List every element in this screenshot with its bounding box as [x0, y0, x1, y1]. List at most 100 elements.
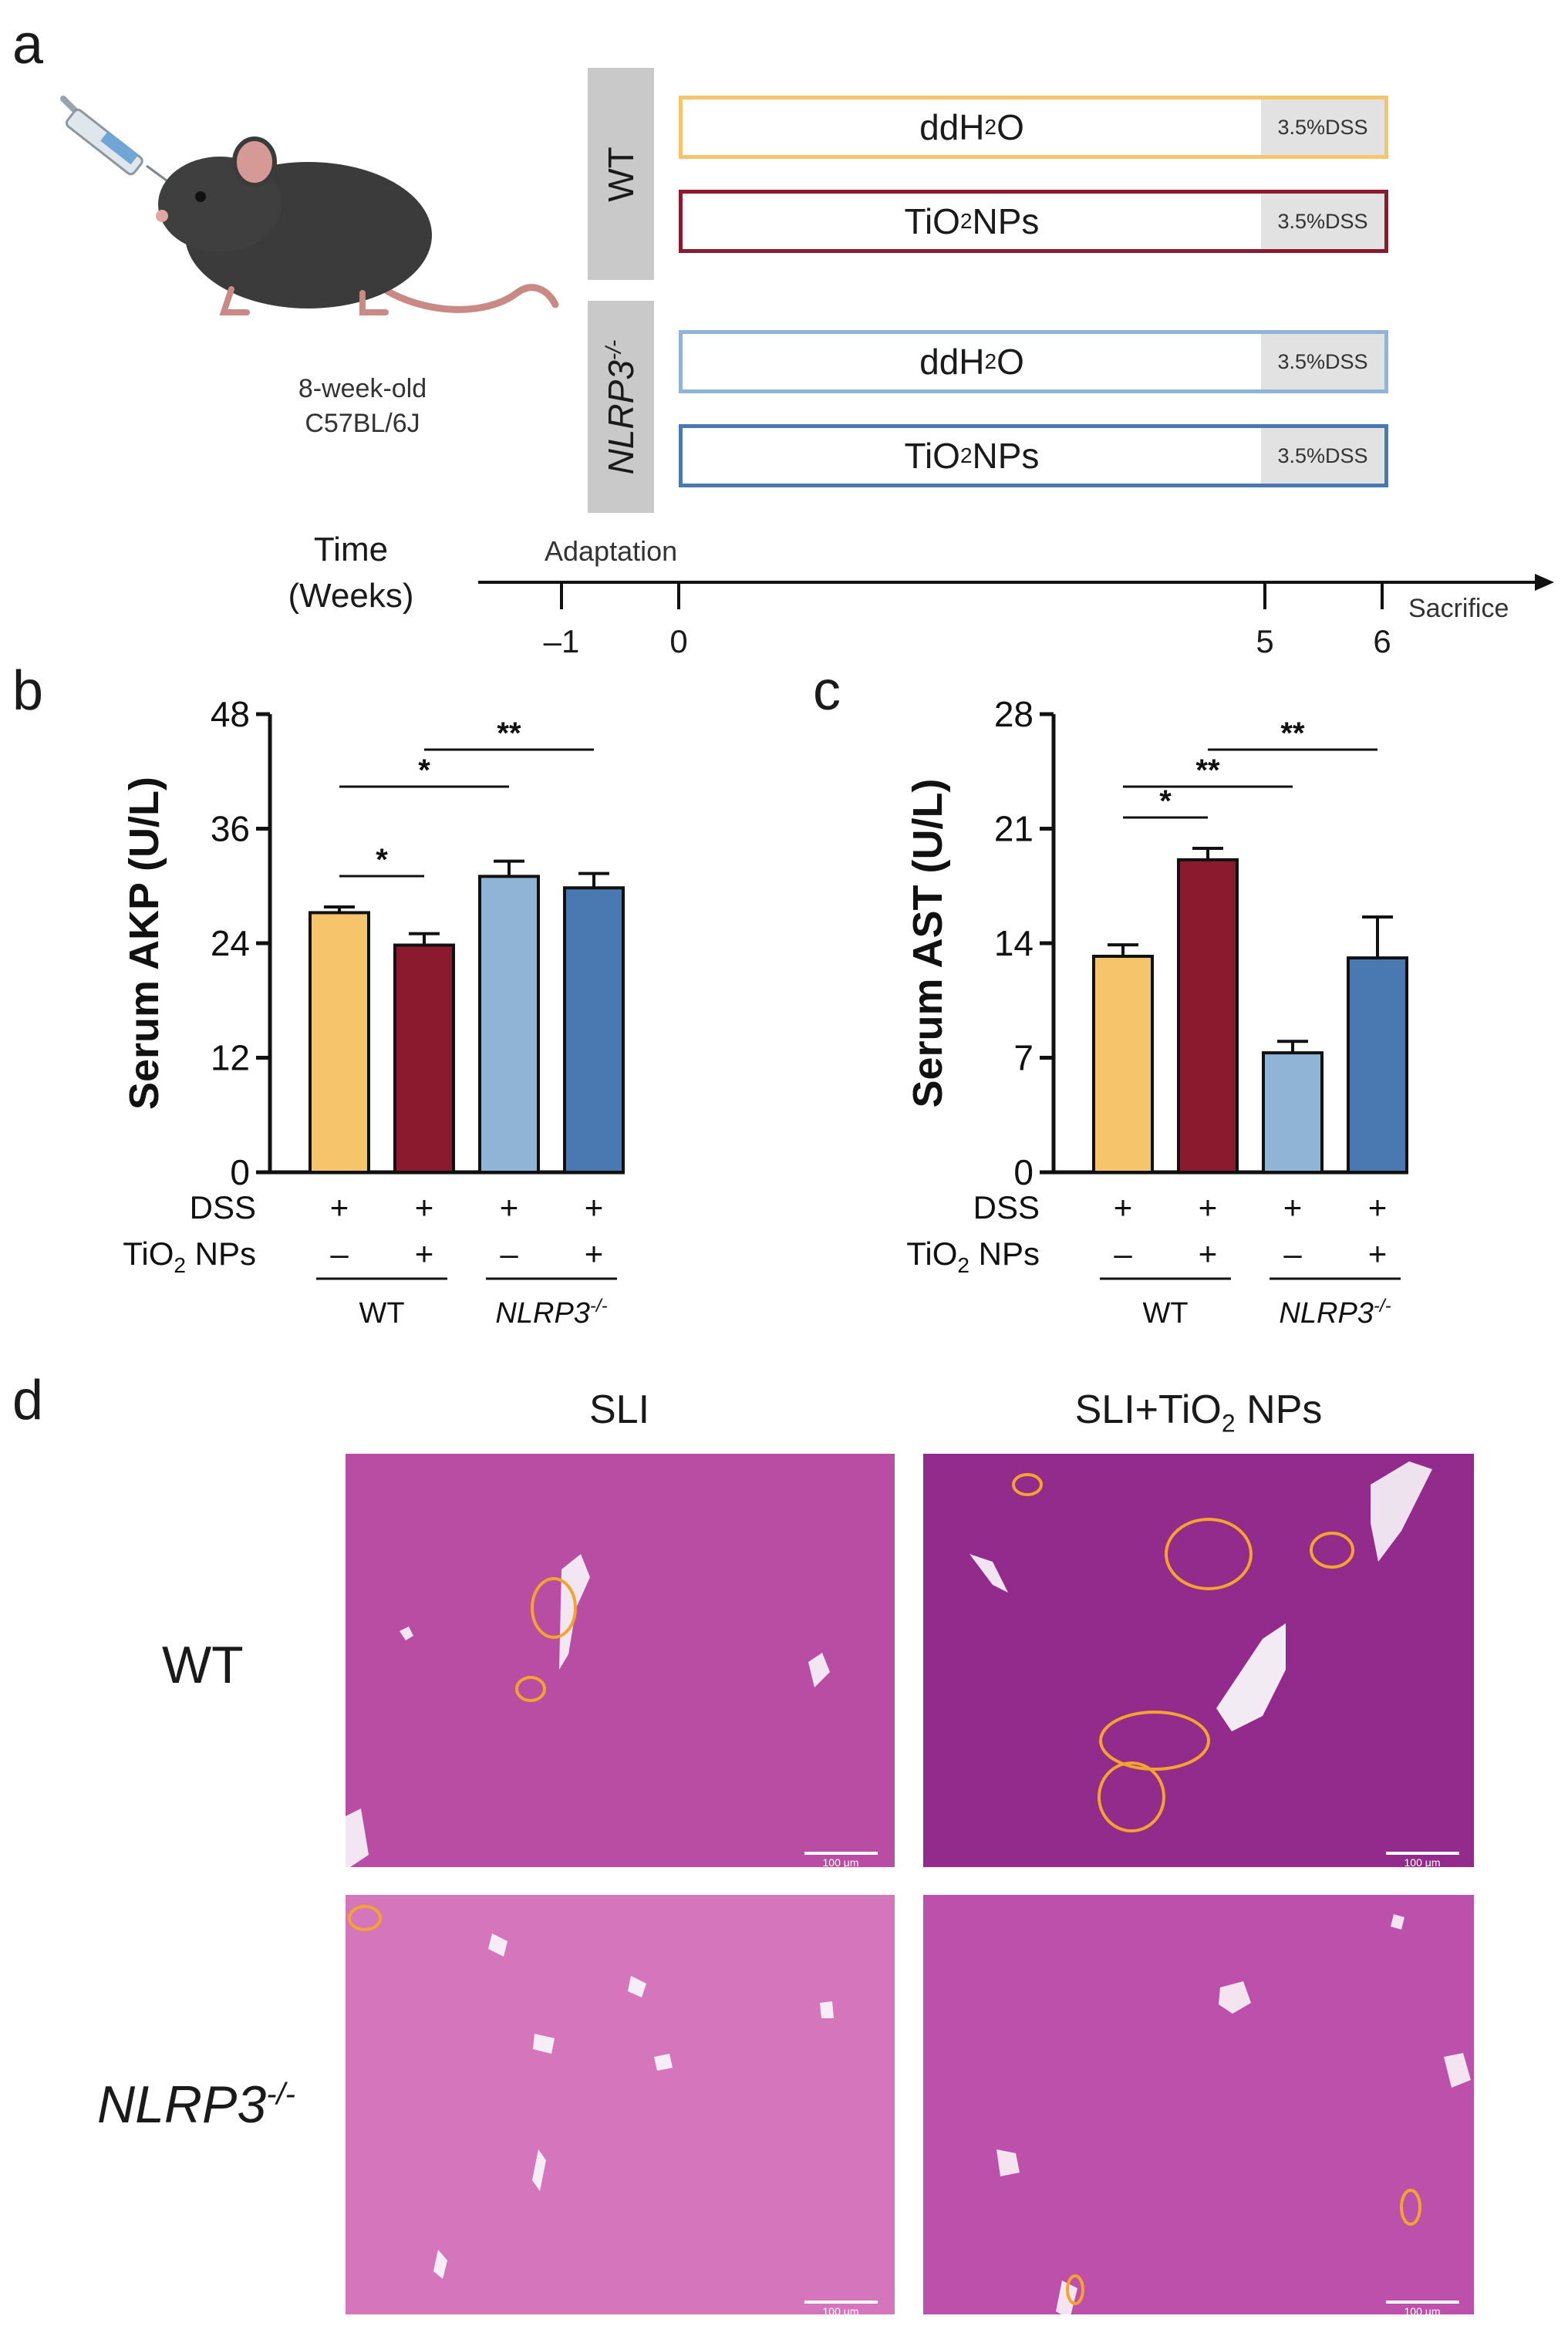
histology-image-nlrp3-sli-tio2: 100 μm: [921, 1893, 1476, 2317]
timeline-tick-label: –1: [543, 623, 580, 659]
significance-label: **: [1280, 716, 1305, 750]
tio2-sign: –: [330, 1235, 349, 1272]
y-tick-label: 7: [1013, 1038, 1034, 1078]
bar: [478, 875, 540, 1174]
timeline-adaptation: Adaptation: [545, 535, 678, 567]
group-label-nlrp3: NLRP3-/-: [1279, 1296, 1391, 1330]
scale-label: 100 μm: [1404, 2305, 1441, 2317]
histology-image-nlrp3-sli: 100 μm: [343, 1893, 897, 2317]
dss-segment: 3.5%DSS: [1261, 99, 1384, 155]
vessel-lumen: [433, 2250, 447, 2279]
dss-sign: +: [585, 1189, 604, 1225]
y-tick-label: 21: [994, 809, 1034, 849]
group-tab-nlrp3-label: NLRP3-/-: [601, 339, 641, 474]
protocol-bar-ko-ddh2o: ddH 2 O 3.5%DSS: [679, 330, 1388, 393]
timeline-tick-label: 0: [669, 623, 688, 659]
mouse-caption-strain: C57BL/6J: [305, 409, 420, 438]
y-axis-label: Serum AST (U/L): [905, 778, 951, 1107]
inflammation-circle: [515, 1676, 546, 1702]
inflammation-circle: [1165, 1518, 1253, 1590]
group-tab-wt: WT: [588, 68, 654, 280]
timeline-tick-label: 6: [1373, 623, 1391, 659]
panel-letter-c: c: [813, 660, 841, 722]
significance-label: *: [376, 843, 388, 877]
histology-col-sli-tio2: SLI+TiO2 NPs: [1074, 1387, 1323, 1438]
timeline-arrowhead: [1535, 574, 1554, 591]
inflammation-circle: [348, 1905, 382, 1931]
bar: [309, 911, 370, 1174]
histology-row-wt: WT: [162, 1636, 244, 1694]
y-tick-label: 28: [994, 694, 1034, 734]
mouse-syringe-illustration: [60, 96, 559, 315]
dss-sign: +: [1114, 1189, 1133, 1225]
y-tick-label: 36: [211, 809, 250, 849]
y-tick-label: 24: [211, 923, 250, 963]
vessel-lumen: [1391, 1914, 1404, 1930]
syringe-icon: [60, 96, 182, 193]
row-label-dss: DSS: [973, 1189, 1040, 1225]
inflammation-circle: [1066, 2274, 1084, 2305]
significance-label: **: [497, 716, 521, 750]
protocol-bar-wt-tio2: TiO 2 NPs 3.5%DSS: [679, 190, 1388, 253]
vessel-lumen: [996, 2149, 1020, 2176]
dss-sign: +: [330, 1189, 349, 1225]
timeline-label-weeks: (Weeks): [288, 577, 414, 615]
histology-image-wt-sli: 100 μm: [343, 1451, 897, 1869]
row-label-tio2: TiO2 NPs: [123, 1235, 256, 1277]
tio2-sign: +: [415, 1235, 434, 1272]
timeline-tick-label: 5: [1256, 623, 1274, 659]
timeline-sacrifice: Sacrifice: [1408, 594, 1509, 623]
tio2-sign: –: [500, 1235, 518, 1272]
vessel-lumen: [346, 1809, 369, 1867]
inflammation-circle: [531, 1577, 577, 1639]
y-tick-label: 12: [211, 1038, 250, 1078]
row-label-dss: DSS: [190, 1189, 256, 1225]
vessel-lumen: [628, 1976, 646, 1997]
inflammation-circle: [1099, 1711, 1210, 1771]
vessel-lumen: [820, 2001, 834, 2018]
group-label-wt: WT: [1142, 1297, 1188, 1330]
group-tab-wt-label: WT: [601, 146, 641, 202]
tio2-sign: –: [1114, 1235, 1132, 1272]
vessel-lumen: [969, 1554, 1008, 1593]
vessel-lumen: [654, 2054, 673, 2071]
tio2-sign: –: [1283, 1235, 1302, 1272]
vessel-lumen: [400, 1627, 413, 1640]
tio2-sign: +: [1368, 1235, 1388, 1272]
scale-label: 100 μm: [823, 1856, 859, 1869]
group-tab-nlrp3: NLRP3-/-: [588, 301, 654, 513]
vessel-lumen: [1216, 1623, 1286, 1731]
vessel-lumen: [532, 2149, 546, 2191]
panel-letter-b: b: [12, 660, 44, 722]
dss-segment: 3.5%DSS: [1261, 334, 1384, 389]
vessel-lumen: [488, 1933, 507, 1957]
histology-image-wt-sli-tio2: 100 μm: [921, 1451, 1476, 1869]
dss-sign: +: [500, 1189, 519, 1225]
vessel-lumen: [1219, 1981, 1251, 2014]
dss-sign: +: [1199, 1189, 1218, 1225]
inflammation-circle: [1400, 2189, 1421, 2226]
mouse-caption-age: 8-week-old: [298, 374, 427, 403]
scale-label: 100 μm: [1404, 1856, 1441, 1869]
dss-sign: +: [1283, 1189, 1303, 1225]
bar: [1092, 954, 1154, 1174]
vessel-lumen: [1444, 2053, 1471, 2088]
tio2-sign: +: [1199, 1235, 1218, 1272]
timeline-axis: [478, 574, 1554, 609]
protocol-bar-wt-ddh2o: ddH 2 O 3.5%DSS: [679, 96, 1388, 159]
bar: [563, 886, 625, 1174]
inflammation-circle: [1310, 1532, 1354, 1569]
y-tick-label: 0: [1013, 1152, 1034, 1192]
bar: [1262, 1051, 1324, 1174]
panel-letter-a: a: [12, 14, 44, 76]
significance-label: *: [418, 753, 430, 787]
timeline-label-time: Time: [313, 531, 389, 568]
dss-sign: +: [1368, 1189, 1388, 1225]
vessel-lumen: [1056, 2280, 1077, 2314]
vessel-lumen: [808, 1653, 830, 1687]
y-tick-label: 14: [994, 923, 1034, 963]
significance-label: **: [1195, 753, 1220, 787]
protocol-bar-ko-tio2: TiO 2 NPs 3.5%DSS: [679, 424, 1388, 487]
inflammation-circle: [1098, 1761, 1165, 1832]
